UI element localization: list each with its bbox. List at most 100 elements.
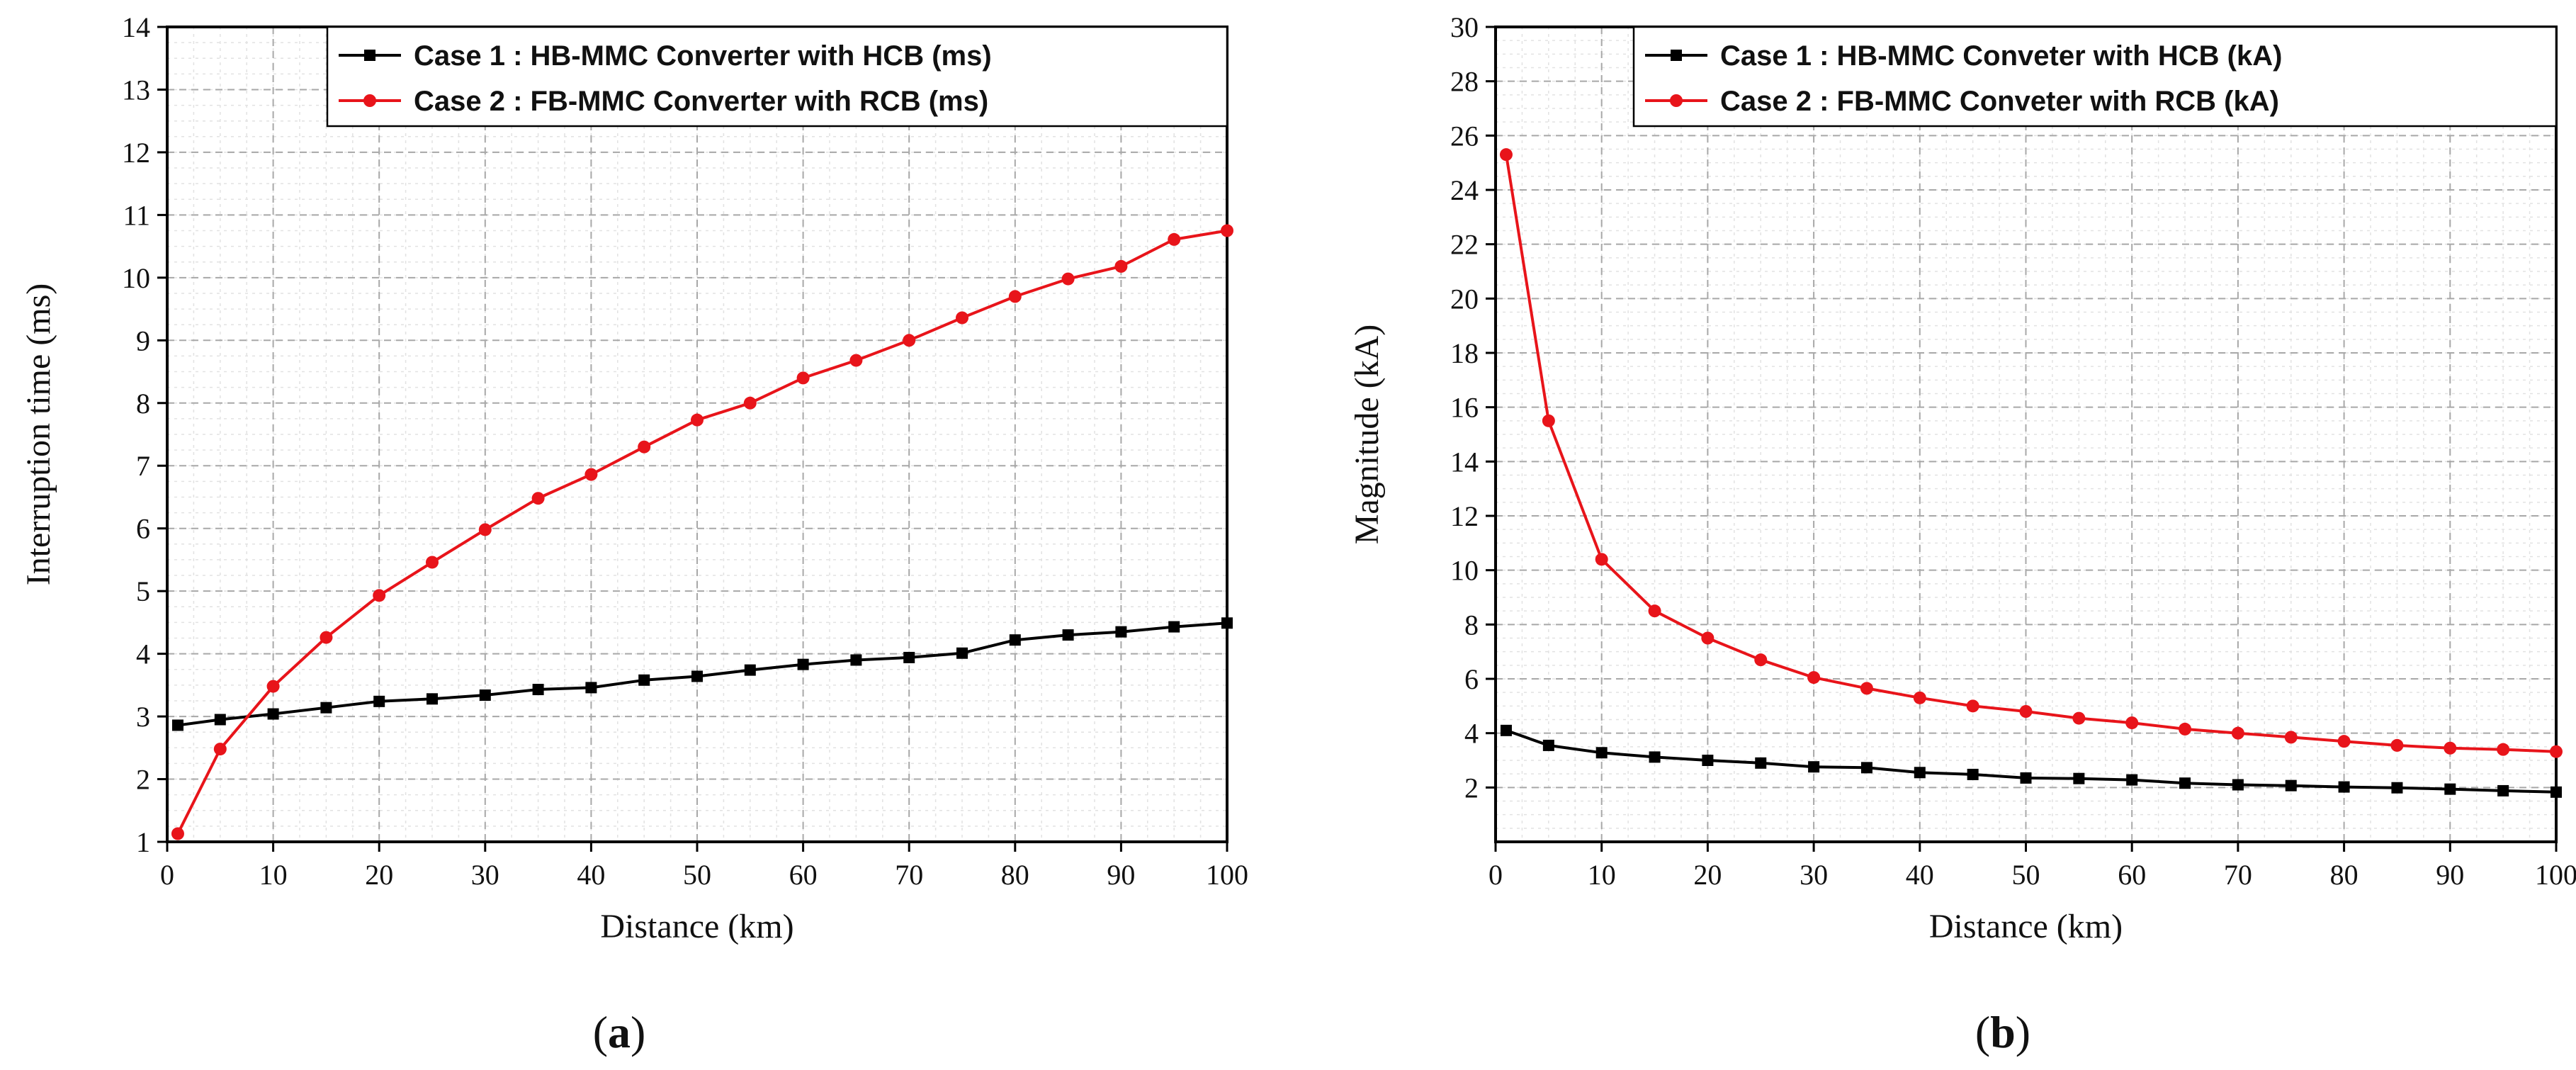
data-point (849, 354, 863, 367)
y-tick-label: 8 (1464, 609, 1479, 641)
y-tick-label: 10 (122, 262, 150, 294)
data-point (1913, 691, 1926, 704)
x-tick-label: 100 (2535, 859, 2576, 891)
data-point (2550, 786, 2562, 798)
data-point (1860, 762, 1872, 774)
x-tick-label: 60 (2118, 859, 2146, 891)
data-point (1914, 767, 1926, 779)
data-point (585, 682, 597, 694)
x-tick-label: 50 (683, 859, 711, 891)
data-point (903, 334, 916, 347)
y-tick-label: 14 (1450, 446, 1479, 478)
y-tick-label: 8 (136, 388, 150, 419)
y-tick-label: 16 (1450, 392, 1479, 424)
data-point (1008, 290, 1022, 303)
y-tick-label: 13 (122, 74, 150, 106)
data-point (2072, 711, 2086, 725)
x-tick-label: 40 (577, 859, 605, 891)
legend: Case 1 : HB-MMC Conveter with HCB (kA) Ca… (1632, 26, 2558, 128)
x-tick-label: 10 (1588, 859, 1616, 891)
data-point (2179, 777, 2191, 789)
y-tick-label: 9 (136, 325, 150, 356)
data-point (903, 651, 915, 663)
data-point (214, 714, 226, 726)
data-point (1542, 739, 1554, 751)
series-1 (1500, 724, 2562, 798)
y-tick-label: 18 (1450, 337, 1479, 369)
y-tick-label: 26 (1450, 120, 1479, 152)
legend-marker (364, 50, 375, 61)
data-point (1808, 761, 1820, 773)
data-point (2232, 779, 2244, 791)
ticks: 0 10 20 30 40 50 60 70 80 90 100246810121416182022… (1450, 11, 2576, 891)
legend-label: Case 1 : HB-MMC Conveter with HCB (kA) (1720, 40, 2282, 72)
data-point (266, 680, 280, 693)
x-tick-label: 10 (259, 859, 288, 891)
x-tick-label: 50 (2012, 859, 2040, 891)
data-point (1755, 757, 1767, 769)
chart-panel-b: 0 10 20 30 40 50 60 70 80 90 100246810121416182022… (1348, 11, 2576, 1057)
data-point (213, 743, 227, 756)
x-tick-label: 30 (1800, 859, 1828, 891)
x-tick-label: 0 (1488, 859, 1503, 891)
legend-marker (363, 94, 376, 107)
data-point (2444, 741, 2457, 755)
data-point (850, 654, 862, 666)
data-point (2338, 781, 2350, 793)
data-point (1595, 747, 1608, 759)
data-point (1860, 682, 1873, 695)
data-point (320, 702, 332, 714)
data-point (2391, 782, 2403, 794)
panel-label-letter: b (1990, 1007, 2016, 1057)
data-point (478, 523, 492, 536)
x-tick-label: 30 (471, 859, 499, 891)
y-tick-label: 6 (136, 513, 150, 545)
data-point (2179, 722, 2192, 736)
data-point (1701, 631, 1714, 645)
data-point (956, 311, 968, 325)
data-point (638, 440, 651, 454)
data-point (2444, 783, 2456, 795)
panel-label: (a) (593, 1007, 646, 1057)
data-point (2073, 772, 2085, 784)
y-tick-label: 4 (1464, 718, 1479, 750)
data-point (1062, 629, 1074, 641)
y-tick-label: 2 (1464, 772, 1479, 804)
data-point (1649, 751, 1661, 763)
data-point (1500, 724, 1512, 736)
legend-marker (1671, 50, 1682, 61)
data-point (956, 647, 968, 659)
data-point (584, 468, 598, 481)
x-axis-title: Distance (km) (600, 908, 793, 945)
data-point (1966, 699, 1979, 713)
y-tick-label: 11 (123, 199, 150, 231)
y-tick-label: 10 (1450, 555, 1479, 587)
y-tick-label: 14 (122, 11, 150, 43)
series-2 (171, 224, 1233, 840)
y-tick-label: 30 (1450, 11, 1479, 43)
data-point (2126, 774, 2138, 786)
data-point (1807, 671, 1821, 685)
y-tick-label: 22 (1450, 229, 1479, 261)
panel-label: (b) (1975, 1007, 2030, 1057)
y-tick-label: 28 (1450, 66, 1479, 98)
series-2 (1499, 148, 2563, 758)
data-point (373, 695, 385, 707)
data-point (2337, 735, 2351, 748)
y-tick-label: 20 (1450, 283, 1479, 315)
y-tick-label: 6 (1464, 663, 1479, 695)
series-1 (171, 617, 1233, 731)
legend-label: Case 2 : FB-MMC Conveter with RCB (kA) (1720, 86, 2279, 117)
data-point (2284, 731, 2298, 744)
x-tick-label: 40 (1906, 859, 1934, 891)
y-tick-label: 12 (1450, 500, 1479, 532)
chart-panel-a: 0 10 20 30 40 50 60 70 80 90 100123456789101112131… (20, 11, 1248, 1057)
y-tick-label: 1 (136, 826, 150, 858)
y-axis-title: Interruption time (ms) (20, 283, 57, 586)
data-point (2497, 784, 2509, 796)
data-point (426, 693, 438, 705)
data-point (2020, 772, 2032, 784)
series-line (176, 229, 1228, 835)
data-point (1221, 617, 1233, 629)
data-point (1648, 604, 1661, 618)
